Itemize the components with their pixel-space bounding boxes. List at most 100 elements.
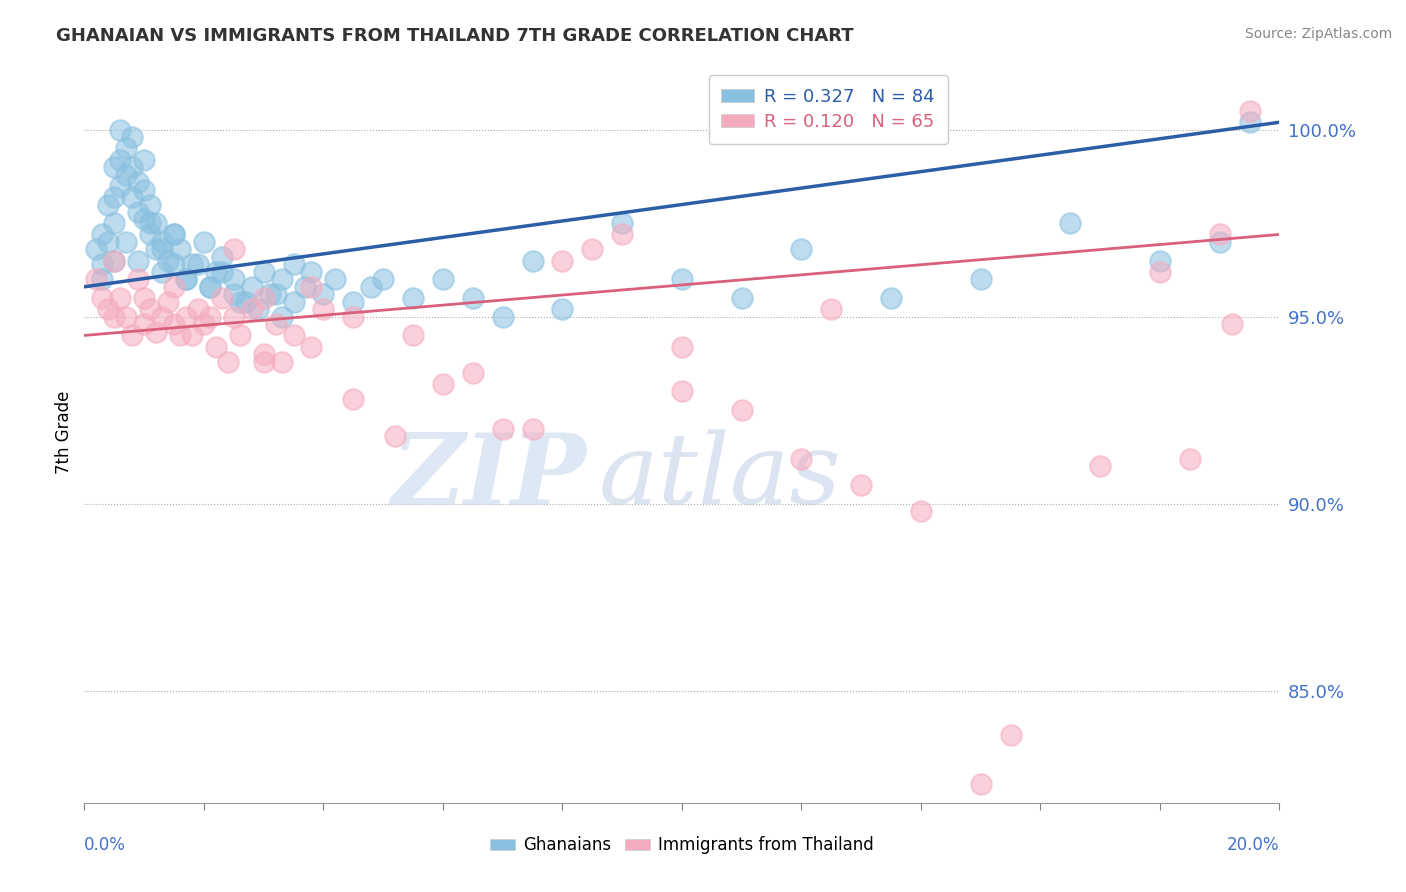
- Y-axis label: 7th Grade: 7th Grade: [55, 391, 73, 475]
- Point: [820, 302, 842, 317]
- Point: [373, 272, 395, 286]
- Point: [121, 328, 143, 343]
- Point: [671, 340, 693, 354]
- Point: [851, 478, 873, 492]
- Point: [270, 310, 292, 324]
- Point: [283, 257, 305, 271]
- Point: [86, 243, 108, 257]
- Point: [301, 265, 323, 279]
- Point: [240, 302, 263, 317]
- Point: [229, 294, 252, 309]
- Point: [270, 354, 292, 368]
- Point: [110, 122, 132, 136]
- Point: [360, 280, 382, 294]
- Point: [402, 291, 425, 305]
- Point: [246, 302, 269, 317]
- Point: [86, 272, 108, 286]
- Point: [121, 130, 143, 145]
- Point: [145, 325, 167, 339]
- Point: [1178, 451, 1201, 466]
- Point: [181, 257, 204, 271]
- Point: [612, 216, 634, 230]
- Point: [163, 227, 186, 242]
- Point: [492, 310, 515, 324]
- Point: [731, 291, 754, 305]
- Point: [145, 243, 167, 257]
- Point: [169, 328, 191, 343]
- Point: [581, 243, 603, 257]
- Point: [174, 310, 197, 324]
- Point: [402, 328, 425, 343]
- Point: [132, 183, 156, 197]
- Point: [222, 310, 245, 324]
- Point: [121, 160, 143, 174]
- Point: [187, 302, 209, 317]
- Point: [150, 265, 173, 279]
- Point: [198, 280, 221, 294]
- Point: [103, 310, 125, 324]
- Point: [132, 291, 156, 305]
- Point: [163, 317, 186, 331]
- Point: [312, 302, 335, 317]
- Point: [325, 272, 347, 286]
- Point: [235, 294, 257, 309]
- Point: [731, 403, 754, 417]
- Point: [110, 178, 132, 193]
- Point: [790, 243, 813, 257]
- Point: [97, 197, 120, 211]
- Point: [169, 243, 191, 257]
- Point: [222, 243, 245, 257]
- Point: [253, 347, 276, 361]
- Point: [157, 253, 180, 268]
- Point: [283, 328, 305, 343]
- Point: [198, 280, 221, 294]
- Point: [1090, 459, 1112, 474]
- Point: [612, 227, 634, 242]
- Point: [312, 287, 335, 301]
- Point: [97, 302, 120, 317]
- Point: [551, 253, 574, 268]
- Point: [110, 153, 132, 167]
- Point: [229, 328, 252, 343]
- Point: [163, 280, 186, 294]
- Point: [150, 235, 173, 249]
- Point: [492, 422, 515, 436]
- Point: [970, 777, 993, 791]
- Point: [1239, 115, 1261, 129]
- Point: [205, 340, 228, 354]
- Point: [91, 227, 114, 242]
- Point: [121, 190, 143, 204]
- Point: [880, 291, 903, 305]
- Point: [115, 141, 138, 155]
- Point: [193, 317, 215, 331]
- Point: [264, 317, 287, 331]
- Text: ZIP: ZIP: [391, 429, 586, 525]
- Point: [139, 302, 162, 317]
- Point: [132, 153, 156, 167]
- Point: [253, 354, 276, 368]
- Point: [790, 451, 813, 466]
- Point: [157, 294, 180, 309]
- Point: [103, 190, 125, 204]
- Text: 20.0%: 20.0%: [1227, 837, 1279, 855]
- Point: [342, 310, 364, 324]
- Point: [217, 354, 239, 368]
- Point: [1149, 265, 1171, 279]
- Point: [115, 310, 138, 324]
- Point: [211, 265, 233, 279]
- Point: [1209, 235, 1232, 249]
- Point: [139, 227, 162, 242]
- Point: [115, 168, 138, 182]
- Point: [163, 227, 186, 242]
- Point: [103, 253, 125, 268]
- Point: [551, 302, 574, 317]
- Legend: Ghanaians, Immigrants from Thailand: Ghanaians, Immigrants from Thailand: [484, 830, 880, 861]
- Point: [461, 291, 484, 305]
- Point: [671, 384, 693, 399]
- Point: [132, 317, 156, 331]
- Point: [132, 212, 156, 227]
- Point: [150, 310, 173, 324]
- Point: [91, 291, 114, 305]
- Text: Source: ZipAtlas.com: Source: ZipAtlas.com: [1244, 27, 1392, 41]
- Text: 0.0%: 0.0%: [84, 837, 127, 855]
